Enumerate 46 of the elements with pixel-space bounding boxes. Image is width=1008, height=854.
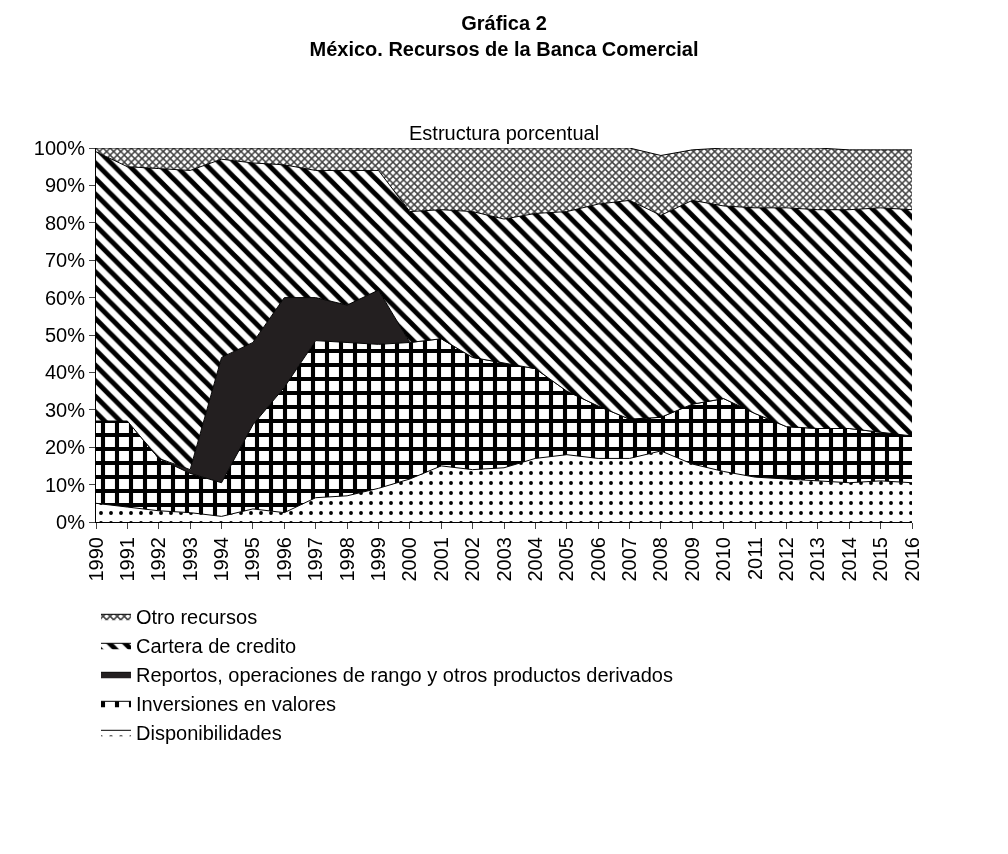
x-tick-label: 2012 xyxy=(774,537,797,582)
y-tick-label: 50% xyxy=(44,324,86,346)
y-tick-label: 60% xyxy=(44,286,86,309)
y-tick-label: 90% xyxy=(44,174,86,197)
x-tick-label: 2007 xyxy=(618,537,641,582)
legend-label: Reportos, operaciones de rango y otros productos derivados xyxy=(136,664,673,687)
x-tick-label: 2013 xyxy=(806,537,829,582)
x-tick-label: 1997 xyxy=(304,537,327,582)
y-tick-label: 0% xyxy=(56,511,86,533)
x-tick-label: 2010 xyxy=(712,537,735,582)
x-tick-label: 2016 xyxy=(900,537,923,582)
x-tick-label: 1995 xyxy=(241,537,264,582)
legend-label: Cartera de credito xyxy=(136,635,297,658)
y-tick-label: 80% xyxy=(44,211,86,234)
x-tick-label: 1994 xyxy=(210,537,233,582)
x-tick-label: 2011 xyxy=(743,537,766,581)
x-tick-label: 1992 xyxy=(147,537,170,582)
y-tick-label: 10% xyxy=(44,473,86,496)
x-tick-label: 1990 xyxy=(84,537,107,582)
x-tick-label: 2005 xyxy=(555,537,578,582)
x-tick-label: 2001 xyxy=(429,537,452,582)
y-tick-label: 40% xyxy=(44,361,86,384)
chart-title: Gráfica 2 xyxy=(461,11,547,34)
x-tick-label: 1993 xyxy=(178,537,201,582)
x-tick-label: 2009 xyxy=(680,537,703,582)
x-tick-label: 1999 xyxy=(366,537,389,582)
x-tick-label: 2008 xyxy=(649,537,672,582)
y-tick-label: 100% xyxy=(33,137,86,159)
y-tick-label: 20% xyxy=(44,436,86,459)
legend-label: Disponibilidades xyxy=(136,722,282,745)
x-tick-label: 2004 xyxy=(523,537,546,582)
chart-subtitle: México. Recursos de la Banca Comercial xyxy=(309,37,699,60)
x-tick-label: 2003 xyxy=(492,537,515,582)
x-tick-label: 1996 xyxy=(272,537,295,582)
x-tick-label: 2006 xyxy=(586,537,609,582)
x-tick-label: 1998 xyxy=(335,537,358,582)
x-tick-label: 2014 xyxy=(837,537,860,582)
y-tick-label: 30% xyxy=(44,398,86,421)
legend-label: Otro recursos xyxy=(136,606,258,629)
x-tick-label: 2002 xyxy=(461,537,484,582)
legend-label: Inversiones en valores xyxy=(136,693,337,716)
y-tick-label: 70% xyxy=(44,249,86,272)
x-tick-label: 1991 xyxy=(115,537,138,582)
x-tick-label: 2015 xyxy=(869,537,892,582)
x-tick-label: 2000 xyxy=(398,537,421,582)
text: Estructura porcentual xyxy=(409,122,600,144)
